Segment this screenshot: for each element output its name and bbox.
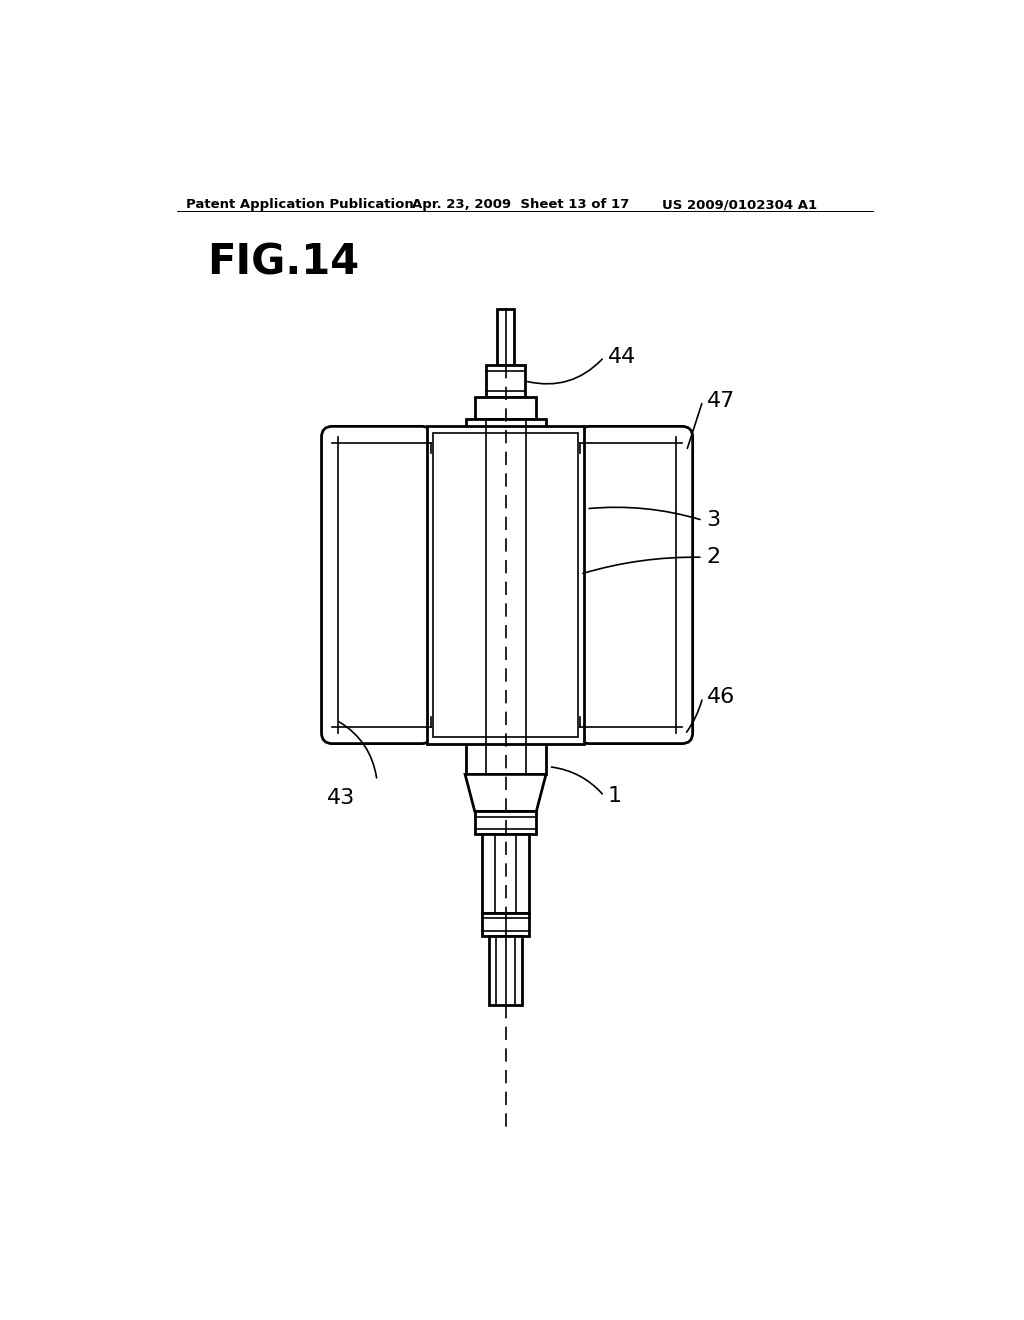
Bar: [486, 364, 524, 397]
Text: Patent Application Publication: Patent Application Publication: [186, 198, 414, 211]
Bar: [427, 426, 584, 743]
Bar: [488, 936, 522, 1006]
Bar: [482, 834, 528, 913]
Bar: [475, 397, 537, 418]
Text: Apr. 23, 2009  Sheet 13 of 17: Apr. 23, 2009 Sheet 13 of 17: [412, 198, 629, 211]
Bar: [497, 309, 514, 364]
FancyBboxPatch shape: [322, 426, 432, 743]
Text: 2: 2: [707, 548, 721, 568]
Bar: [433, 433, 578, 738]
Polygon shape: [465, 775, 546, 812]
Bar: [466, 418, 546, 775]
Text: 3: 3: [707, 511, 721, 531]
Bar: [475, 812, 537, 834]
Bar: [482, 913, 528, 936]
Text: 47: 47: [707, 391, 735, 411]
Text: US 2009/0102304 A1: US 2009/0102304 A1: [662, 198, 817, 211]
Text: FIG.14: FIG.14: [208, 242, 359, 284]
Text: 46: 46: [707, 688, 735, 708]
Text: 1: 1: [608, 785, 623, 807]
Text: 44: 44: [608, 347, 636, 367]
FancyBboxPatch shape: [579, 426, 692, 743]
Text: 43: 43: [327, 788, 355, 808]
